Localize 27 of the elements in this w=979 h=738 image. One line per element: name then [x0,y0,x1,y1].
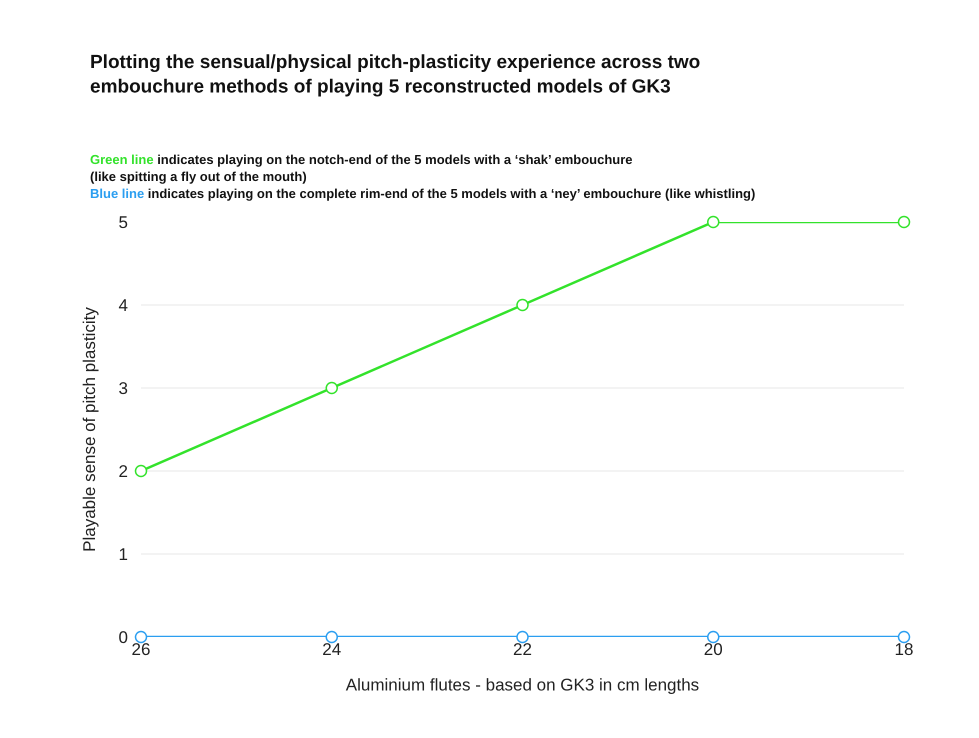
text: indicates playing on the complete rim-end of the 5 models with a ‘ney’ embouchure (like whistling) [148,186,756,201]
y-tick-label: 0 [118,628,128,647]
point [707,630,720,644]
y-tick-label: 1 [118,544,128,564]
x-tick-label: 20 [704,640,723,659]
text: Green line [90,152,154,167]
point [134,630,148,644]
y-tick-label: 5 [118,212,128,232]
point [326,382,338,394]
point [898,630,910,644]
x-tick-label: 26 [132,640,150,659]
y-tick-label: 2 [118,462,128,481]
text: Blue line [90,186,144,201]
y-tick-label: 3 [118,378,128,398]
point [898,216,910,228]
x-tick-label: 24 [322,640,342,659]
chart-title: Plotting the sensual/physical pitch-plasticity experience across two embouchure methods of playing 5 reconstructed models of GK3 [90,52,700,98]
point [516,630,529,644]
y-tick-label: 4 [118,296,128,315]
point [134,464,148,478]
x-tick-label: 18 [894,640,914,659]
x-tick-label: 22 [513,640,532,659]
x-axis-title: Aluminium flutes - based on GK3 in cm lengths [346,675,700,694]
point [516,298,529,312]
y-axis-title: Playable sense of pitch plasticity [80,306,100,552]
point [326,630,338,644]
point [707,216,720,228]
